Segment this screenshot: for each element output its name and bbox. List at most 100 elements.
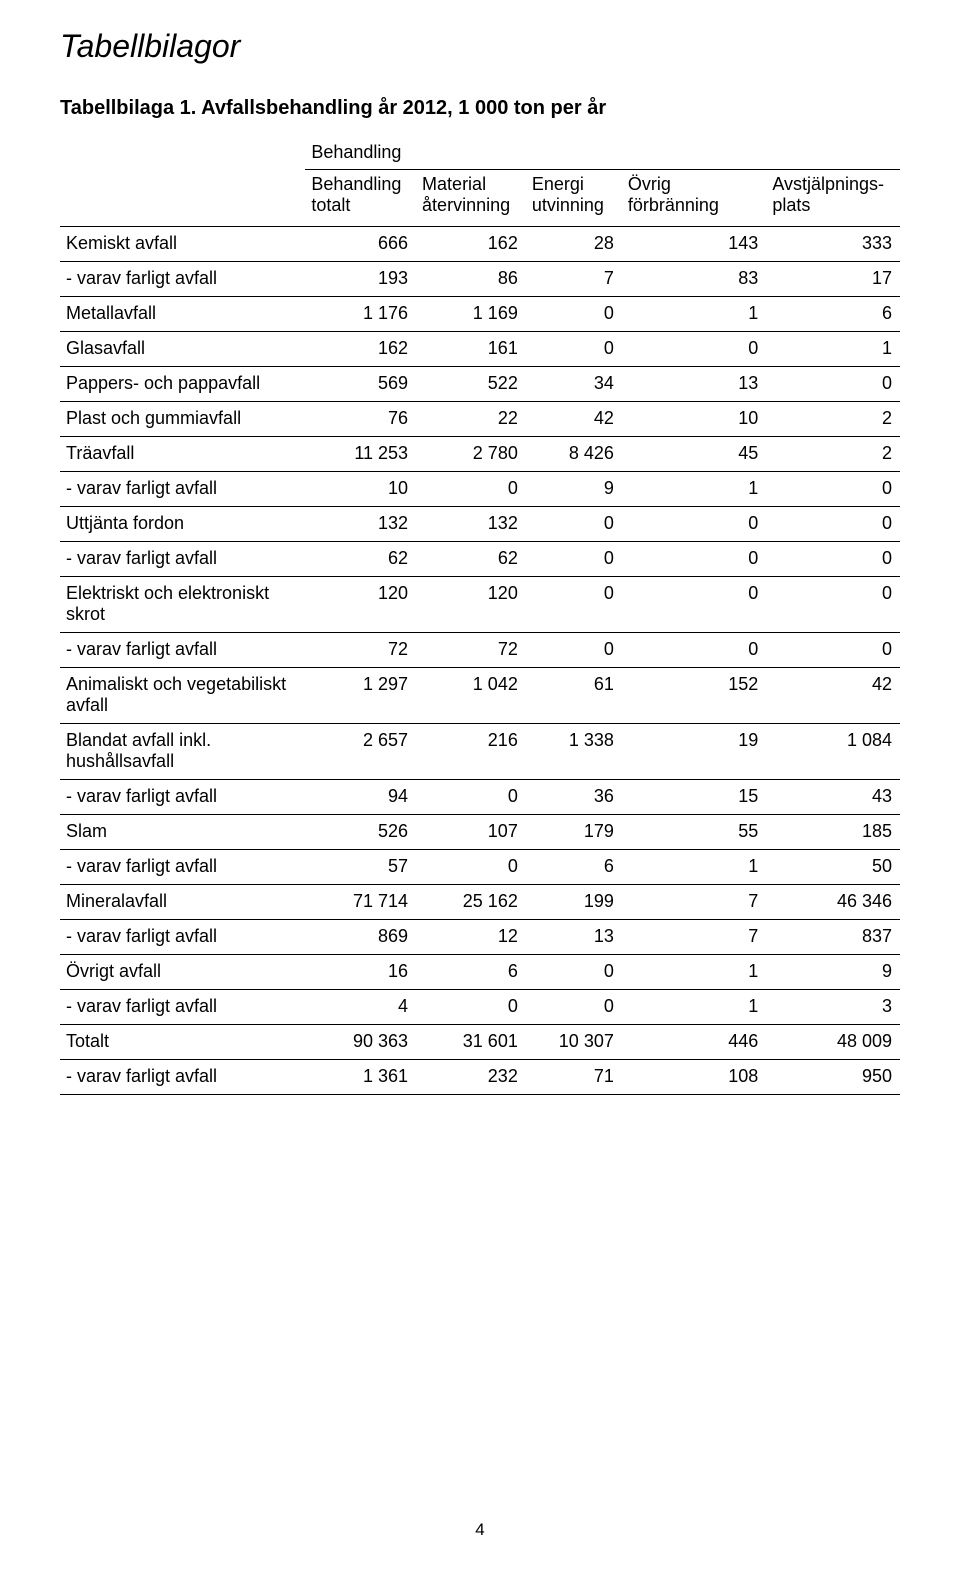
row-value-cell: 120 [305,577,416,633]
row-value-cell: 0 [766,507,900,542]
row-value-cell: 0 [766,542,900,577]
row-value-cell: 0 [766,367,900,402]
row-label-cell: - varav farligt avfall [60,990,305,1025]
row-value-cell: 0 [766,633,900,668]
row-value-cell: 2 780 [416,437,526,472]
row-value-cell: 28 [526,227,622,262]
row-label-cell: - varav farligt avfall [60,780,305,815]
row-value-cell: 34 [526,367,622,402]
row-label-cell: Elektriskt och elektroniskt skrot [60,577,305,633]
row-value-cell: 0 [526,990,622,1025]
row-value-cell: 1 338 [526,724,622,780]
row-label-cell: Uttjänta fordon [60,507,305,542]
main-heading: Tabellbilagor [60,28,900,65]
row-value-cell: 0 [622,633,766,668]
row-value-cell: 10 [305,472,416,507]
row-value-cell: 0 [526,542,622,577]
row-value-cell: 36 [526,780,622,815]
row-label-cell: - varav farligt avfall [60,262,305,297]
row-value-cell: 1 [622,955,766,990]
row-value-cell: 10 [622,402,766,437]
row-value-cell: 3 [766,990,900,1025]
row-value-cell: 11 253 [305,437,416,472]
row-label-cell: - varav farligt avfall [60,850,305,885]
table-row: - varav farligt avfall7272000 [60,633,900,668]
page: Tabellbilagor Tabellbilaga 1. Avfallsbeh… [0,0,960,1572]
row-value-cell: 0 [416,780,526,815]
row-value-cell: 7 [526,262,622,297]
row-value-cell: 76 [305,402,416,437]
table-row: - varav farligt avfall40013 [60,990,900,1025]
table-row: - varav farligt avfall6262000 [60,542,900,577]
row-value-cell: 666 [305,227,416,262]
row-value-cell: 2 657 [305,724,416,780]
table-row: - varav farligt avfall940361543 [60,780,900,815]
data-table: Behandling Behandling totalt Material åt… [60,138,900,1095]
row-value-cell: 143 [622,227,766,262]
row-value-cell: 61 [526,668,622,724]
row-value-cell: 179 [526,815,622,850]
col-header-3: Energi utvinning [526,170,622,227]
row-value-cell: 1 [622,850,766,885]
row-value-cell: 12 [416,920,526,955]
row-value-cell: 17 [766,262,900,297]
row-value-cell: 7 [622,920,766,955]
row-value-cell: 90 363 [305,1025,416,1060]
table-column-header-row: Behandling totalt Material återvinning E… [60,170,900,227]
row-label-cell: - varav farligt avfall [60,542,305,577]
table-row: Elektriskt och elektroniskt skrot1201200… [60,577,900,633]
row-value-cell: 132 [416,507,526,542]
row-label-cell: Animaliskt och vegetabiliskt avfall [60,668,305,724]
row-value-cell: 0 [526,332,622,367]
row-value-cell: 185 [766,815,900,850]
row-value-cell: 72 [416,633,526,668]
col-header-1: Behandling totalt [305,170,416,227]
row-label-cell: Plast och gummiavfall [60,402,305,437]
table-row: - varav farligt avfall1 36123271108950 [60,1060,900,1095]
row-value-cell: 1 [622,990,766,1025]
row-value-cell: 42 [526,402,622,437]
row-value-cell: 15 [622,780,766,815]
table-row: Mineralavfall71 71425 162199746 346 [60,885,900,920]
row-value-cell: 108 [622,1060,766,1095]
row-value-cell: 0 [416,990,526,1025]
row-value-cell: 57 [305,850,416,885]
row-value-cell: 31 601 [416,1025,526,1060]
row-value-cell: 0 [526,633,622,668]
row-value-cell: 0 [622,542,766,577]
row-value-cell: 43 [766,780,900,815]
sub-heading: Tabellbilaga 1. Avfallsbehandling år 201… [60,97,900,120]
group-header-cell: Behandling [305,138,900,170]
row-value-cell: 161 [416,332,526,367]
page-number: 4 [0,1520,960,1540]
row-value-cell: 0 [526,955,622,990]
row-value-cell: 86 [416,262,526,297]
row-value-cell: 0 [622,577,766,633]
table-row: Blandat avfall inkl. hushållsavfall2 657… [60,724,900,780]
row-value-cell: 8 426 [526,437,622,472]
row-value-cell: 869 [305,920,416,955]
row-value-cell: 162 [305,332,416,367]
row-value-cell: 0 [766,472,900,507]
row-value-cell: 19 [622,724,766,780]
row-value-cell: 42 [766,668,900,724]
row-value-cell: 6 [526,850,622,885]
row-label-cell: Slam [60,815,305,850]
row-value-cell: 45 [622,437,766,472]
row-label-cell: Kemiskt avfall [60,227,305,262]
row-value-cell: 13 [622,367,766,402]
table-row: - varav farligt avfall86912137837 [60,920,900,955]
table-row: Totalt90 36331 60110 30744648 009 [60,1025,900,1060]
table-row: Övrigt avfall166019 [60,955,900,990]
row-label-cell: Pappers- och pappavfall [60,367,305,402]
row-value-cell: 199 [526,885,622,920]
row-value-cell: 50 [766,850,900,885]
row-value-cell: 1 [766,332,900,367]
row-value-cell: 13 [526,920,622,955]
row-value-cell: 4 [305,990,416,1025]
row-value-cell: 0 [526,297,622,332]
row-value-cell: 71 714 [305,885,416,920]
row-value-cell: 25 162 [416,885,526,920]
row-value-cell: 1 [622,472,766,507]
row-value-cell: 0 [622,507,766,542]
